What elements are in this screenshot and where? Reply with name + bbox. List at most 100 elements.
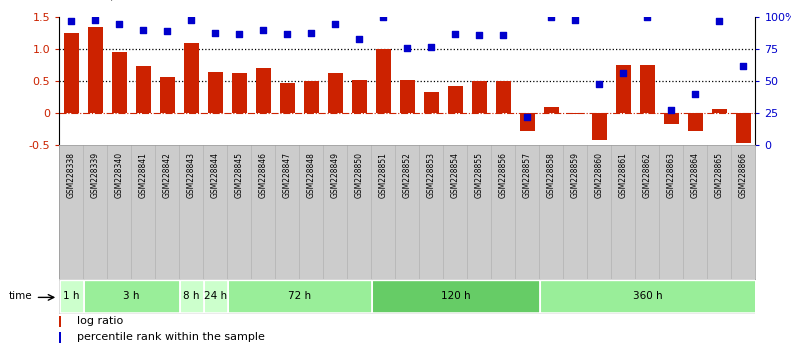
Bar: [520, 113, 535, 131]
Text: time: time: [9, 291, 32, 301]
Text: GSM228843: GSM228843: [187, 152, 196, 198]
Text: GSM228841: GSM228841: [139, 152, 148, 197]
Point: [377, 14, 390, 20]
Bar: [568, 113, 583, 114]
Text: 72 h: 72 h: [288, 291, 311, 301]
Text: GSM228855: GSM228855: [475, 152, 484, 198]
Bar: [112, 52, 127, 113]
FancyBboxPatch shape: [85, 280, 180, 313]
Bar: [59, 332, 61, 343]
Bar: [88, 27, 103, 113]
FancyBboxPatch shape: [373, 280, 540, 313]
Point: [329, 21, 342, 27]
Text: GSM228852: GSM228852: [403, 152, 412, 197]
Point: [113, 21, 126, 27]
Text: GDS949 / 3984: GDS949 / 3984: [56, 0, 151, 2]
FancyBboxPatch shape: [540, 280, 756, 313]
Point: [233, 31, 246, 37]
Bar: [688, 113, 702, 131]
Text: GSM228847: GSM228847: [283, 152, 292, 198]
Text: GSM228862: GSM228862: [643, 152, 652, 197]
Text: GSM228842: GSM228842: [163, 152, 172, 197]
Text: 360 h: 360 h: [633, 291, 662, 301]
Text: 1 h: 1 h: [63, 291, 80, 301]
Bar: [305, 81, 319, 113]
Point: [185, 17, 198, 22]
Point: [665, 108, 678, 113]
Bar: [256, 68, 271, 113]
Text: 24 h: 24 h: [204, 291, 227, 301]
Bar: [496, 81, 510, 113]
Bar: [736, 113, 751, 143]
Text: GSM228856: GSM228856: [499, 152, 508, 198]
Text: GSM228338: GSM228338: [66, 152, 76, 198]
Text: percentile rank within the sample: percentile rank within the sample: [77, 332, 265, 342]
Point: [713, 18, 725, 24]
Text: GSM228848: GSM228848: [307, 152, 316, 197]
Bar: [472, 81, 486, 113]
Bar: [592, 113, 607, 140]
Text: GSM228845: GSM228845: [235, 152, 244, 198]
Text: GSM228863: GSM228863: [667, 152, 676, 198]
Text: GSM228853: GSM228853: [427, 152, 436, 198]
FancyBboxPatch shape: [204, 280, 228, 313]
Bar: [328, 73, 343, 113]
Bar: [664, 113, 679, 125]
Point: [497, 32, 509, 38]
Bar: [160, 77, 175, 113]
FancyBboxPatch shape: [180, 280, 204, 313]
Text: GSM228850: GSM228850: [355, 152, 364, 198]
Point: [689, 91, 702, 97]
Point: [89, 17, 102, 22]
Text: GSM228846: GSM228846: [259, 152, 268, 198]
Bar: [184, 43, 199, 113]
Bar: [616, 65, 630, 113]
Point: [521, 114, 534, 120]
Point: [137, 27, 149, 33]
Text: 8 h: 8 h: [183, 291, 199, 301]
Bar: [377, 49, 391, 113]
FancyBboxPatch shape: [60, 280, 84, 313]
Point: [473, 32, 486, 38]
Bar: [640, 65, 655, 113]
Bar: [280, 83, 294, 113]
Bar: [64, 33, 78, 113]
Point: [161, 29, 174, 34]
Point: [65, 18, 78, 24]
Point: [449, 31, 462, 37]
FancyBboxPatch shape: [229, 280, 372, 313]
Text: GSM228860: GSM228860: [595, 152, 604, 198]
Text: GSM228861: GSM228861: [619, 152, 628, 197]
Text: 120 h: 120 h: [441, 291, 470, 301]
Point: [737, 63, 750, 69]
Point: [281, 31, 293, 37]
Bar: [208, 71, 222, 113]
Point: [545, 14, 558, 20]
Point: [305, 30, 318, 35]
Point: [257, 27, 270, 33]
Bar: [352, 80, 366, 113]
Bar: [424, 92, 438, 113]
Bar: [544, 107, 558, 113]
Bar: [232, 73, 247, 113]
Text: GSM228866: GSM228866: [739, 152, 748, 198]
Text: GSM228844: GSM228844: [211, 152, 220, 198]
Text: GSM228849: GSM228849: [331, 152, 340, 198]
Text: GSM228865: GSM228865: [715, 152, 724, 198]
Text: GSM228857: GSM228857: [523, 152, 532, 198]
Point: [209, 30, 221, 35]
Point: [569, 17, 581, 22]
Bar: [712, 109, 727, 113]
Point: [353, 36, 365, 42]
Bar: [448, 86, 463, 113]
Point: [401, 45, 414, 51]
Text: log ratio: log ratio: [77, 316, 123, 326]
Text: GSM228340: GSM228340: [115, 152, 124, 198]
Point: [617, 71, 630, 76]
Text: GSM228864: GSM228864: [691, 152, 700, 198]
Text: GSM228854: GSM228854: [451, 152, 460, 198]
Bar: [400, 80, 414, 113]
Text: GSM228851: GSM228851: [379, 152, 388, 197]
Text: GSM228339: GSM228339: [91, 152, 100, 198]
Text: GSM228859: GSM228859: [571, 152, 580, 198]
